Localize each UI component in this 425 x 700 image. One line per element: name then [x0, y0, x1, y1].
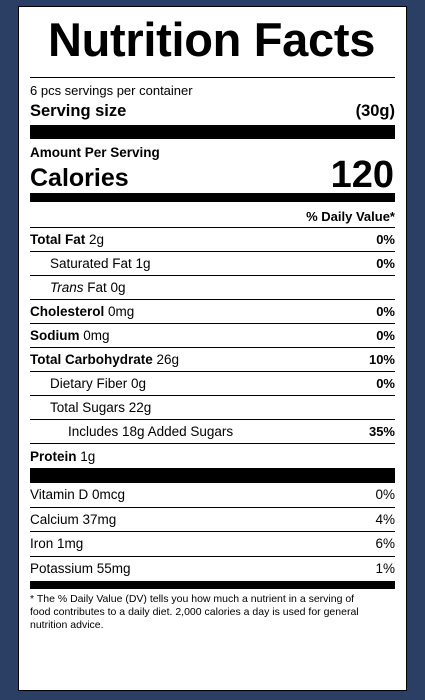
- nutrition-facts-label: Nutrition Facts 6 pcs servings per conta…: [18, 6, 407, 691]
- medium-divider: [30, 581, 395, 589]
- nutrient-label: Total Carbohydrate 26g: [30, 352, 179, 367]
- nutrient-label: Cholesterol 0mg: [30, 304, 134, 319]
- vitamin-row-vitamin-d: Vitamin D 0mcg 0%: [30, 483, 395, 508]
- nutrient-dv: 0%: [376, 376, 395, 391]
- servings-per-container: 6 pcs servings per container: [30, 83, 193, 98]
- nutrient-label: Saturated Fat 1g: [50, 256, 151, 271]
- vitamin-row-potassium: Potassium 55mg 1%: [30, 557, 395, 582]
- nutrient-amount: 2g: [85, 232, 105, 247]
- nutrient-name: Total Fat: [30, 232, 86, 247]
- vitamin-label: Potassium 55mg: [30, 561, 131, 577]
- nutrient-dv: 10%: [368, 352, 395, 367]
- nutrient-row-total-sugars: Total Sugars 22g: [30, 396, 395, 420]
- serving-size-row: Serving size (30g): [30, 99, 395, 123]
- nutrient-row-added-sugars: Includes 18g Added Sugars 35%: [30, 420, 395, 444]
- nutrient-amount: 0mg: [79, 328, 110, 343]
- vitamin-dv: 4%: [375, 511, 395, 527]
- nutrient-amount: 26g: [152, 352, 180, 367]
- nutrient-name: Cholesterol: [30, 304, 105, 319]
- nutrient-label: Total Sugars 22g: [50, 400, 152, 415]
- nutrient-row-protein: Protein 1g: [30, 444, 395, 468]
- serving-size-value: (30g): [355, 102, 395, 120]
- nutrient-label: Dietary Fiber 0g: [50, 376, 147, 391]
- nutrient-amount: 1g: [76, 448, 96, 464]
- nutrient-row-total-carbohydrate: Total Carbohydrate 26g 10%: [30, 348, 395, 372]
- nutrient-row-cholesterol: Cholesterol 0mg 0%: [30, 300, 395, 324]
- thick-divider: [30, 125, 395, 139]
- vitamin-dv: 6%: [375, 536, 395, 552]
- daily-value-header: % Daily Value*: [30, 207, 395, 228]
- nutrient-dv: 0%: [376, 232, 395, 247]
- nutrient-row-saturated-fat: Saturated Fat 1g 0%: [30, 252, 395, 276]
- nutrient-label: Sodium 0mg: [30, 328, 110, 343]
- nutrient-name: Total Carbohydrate: [30, 352, 153, 367]
- calories-value: 120: [330, 154, 394, 196]
- vitamin-dv: 0%: [375, 487, 395, 503]
- nutrient-label: Includes 18g Added Sugars: [68, 424, 234, 439]
- nutrient-name: Protein: [30, 448, 77, 464]
- vitamin-row-iron: Iron 1mg 6%: [30, 532, 395, 557]
- nutrient-name-italic: Trans: [50, 280, 84, 295]
- thick-divider: [30, 468, 395, 483]
- nutrient-dv: 35%: [368, 424, 395, 439]
- nutrient-row-total-fat: Total Fat 2g 0%: [30, 228, 395, 252]
- nutrient-dv: 0%: [376, 304, 395, 319]
- label-title: Nutrition Facts: [47, 13, 376, 66]
- amount-per-serving: Amount Per Serving: [30, 145, 160, 160]
- calories-row: Calories 120: [30, 154, 395, 196]
- nutrient-dv: 0%: [376, 256, 395, 271]
- nutrient-dv: 0%: [376, 328, 395, 343]
- nutrient-name: Sodium: [30, 328, 80, 343]
- vitamin-label: Calcium 37mg: [30, 511, 117, 527]
- nutrient-row-trans-fat: Trans Fat 0g: [30, 276, 395, 300]
- nutrient-row-dietary-fiber: Dietary Fiber 0g 0%: [30, 372, 395, 396]
- nutrient-name: Fat 0g: [83, 280, 126, 295]
- nutrient-label: Protein 1g: [30, 449, 95, 464]
- divider: [30, 77, 395, 78]
- vitamin-label: Vitamin D 0mcg: [30, 487, 126, 503]
- vitamin-label: Iron 1mg: [30, 536, 84, 552]
- nutrient-label: Total Fat 2g: [30, 232, 104, 247]
- daily-value-footnote: * The % Daily Value (DV) tells you how m…: [30, 593, 359, 631]
- nutrient-row-sodium: Sodium 0mg 0%: [30, 324, 395, 348]
- nutrient-amount: 0mg: [104, 304, 135, 319]
- calories-label: Calories: [30, 164, 129, 192]
- vitamin-dv: 1%: [375, 561, 395, 577]
- medium-divider: [30, 193, 395, 202]
- vitamin-row-calcium: Calcium 37mg 4%: [30, 508, 395, 532]
- serving-size-label: Serving size: [30, 102, 127, 120]
- nutrient-label: Trans Fat 0g: [50, 280, 126, 295]
